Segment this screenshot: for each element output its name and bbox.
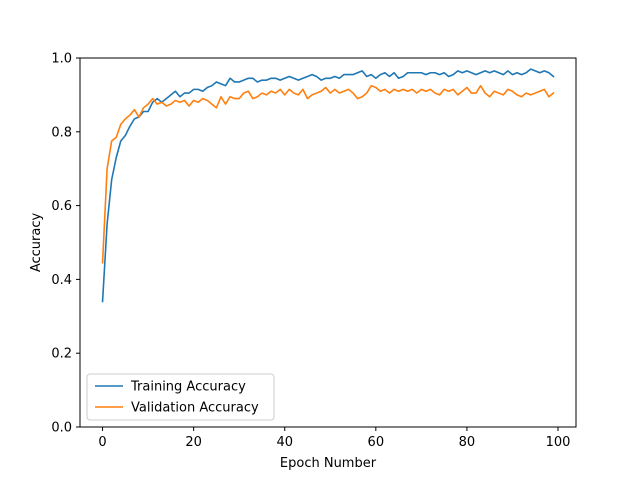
x-tick-label: 0 (98, 435, 106, 450)
y-axis-label: Accuracy (29, 213, 44, 273)
legend-box (86, 373, 275, 421)
x-axis-label: Epoch Number (280, 456, 377, 471)
y-tick-label: 1.0 (51, 52, 72, 67)
y-tick-label: 0.4 (51, 273, 72, 288)
y-tick-label: 0.8 (51, 125, 72, 140)
x-axis-ticks: 0 20 40 60 80 100 (98, 427, 570, 450)
series-line-validation-accuracy (101, 84, 555, 264)
x-tick-label: 20 (185, 435, 202, 450)
x-tick-label: 60 (368, 435, 385, 450)
legend-label-validation-accuracy: Validation Accuracy (131, 401, 259, 416)
x-tick-label: 80 (459, 435, 476, 450)
axes-frame (79, 57, 577, 428)
y-axis-ticks: 0.0 0.2 0.4 0.6 0.8 1.0 (51, 52, 80, 436)
legend-label-training-accuracy: Training Accuracy (130, 380, 246, 395)
y-tick-label: 0.6 (51, 199, 72, 214)
series-layer (101, 68, 555, 303)
y-tick-label: 0.0 (51, 421, 72, 436)
series-line-training-accuracy (101, 68, 555, 303)
legend: Training Accuracy Validation Accuracy (86, 373, 275, 421)
y-tick-label: 0.2 (51, 347, 72, 362)
x-tick-label: 100 (546, 435, 571, 450)
x-tick-label: 40 (276, 435, 293, 450)
